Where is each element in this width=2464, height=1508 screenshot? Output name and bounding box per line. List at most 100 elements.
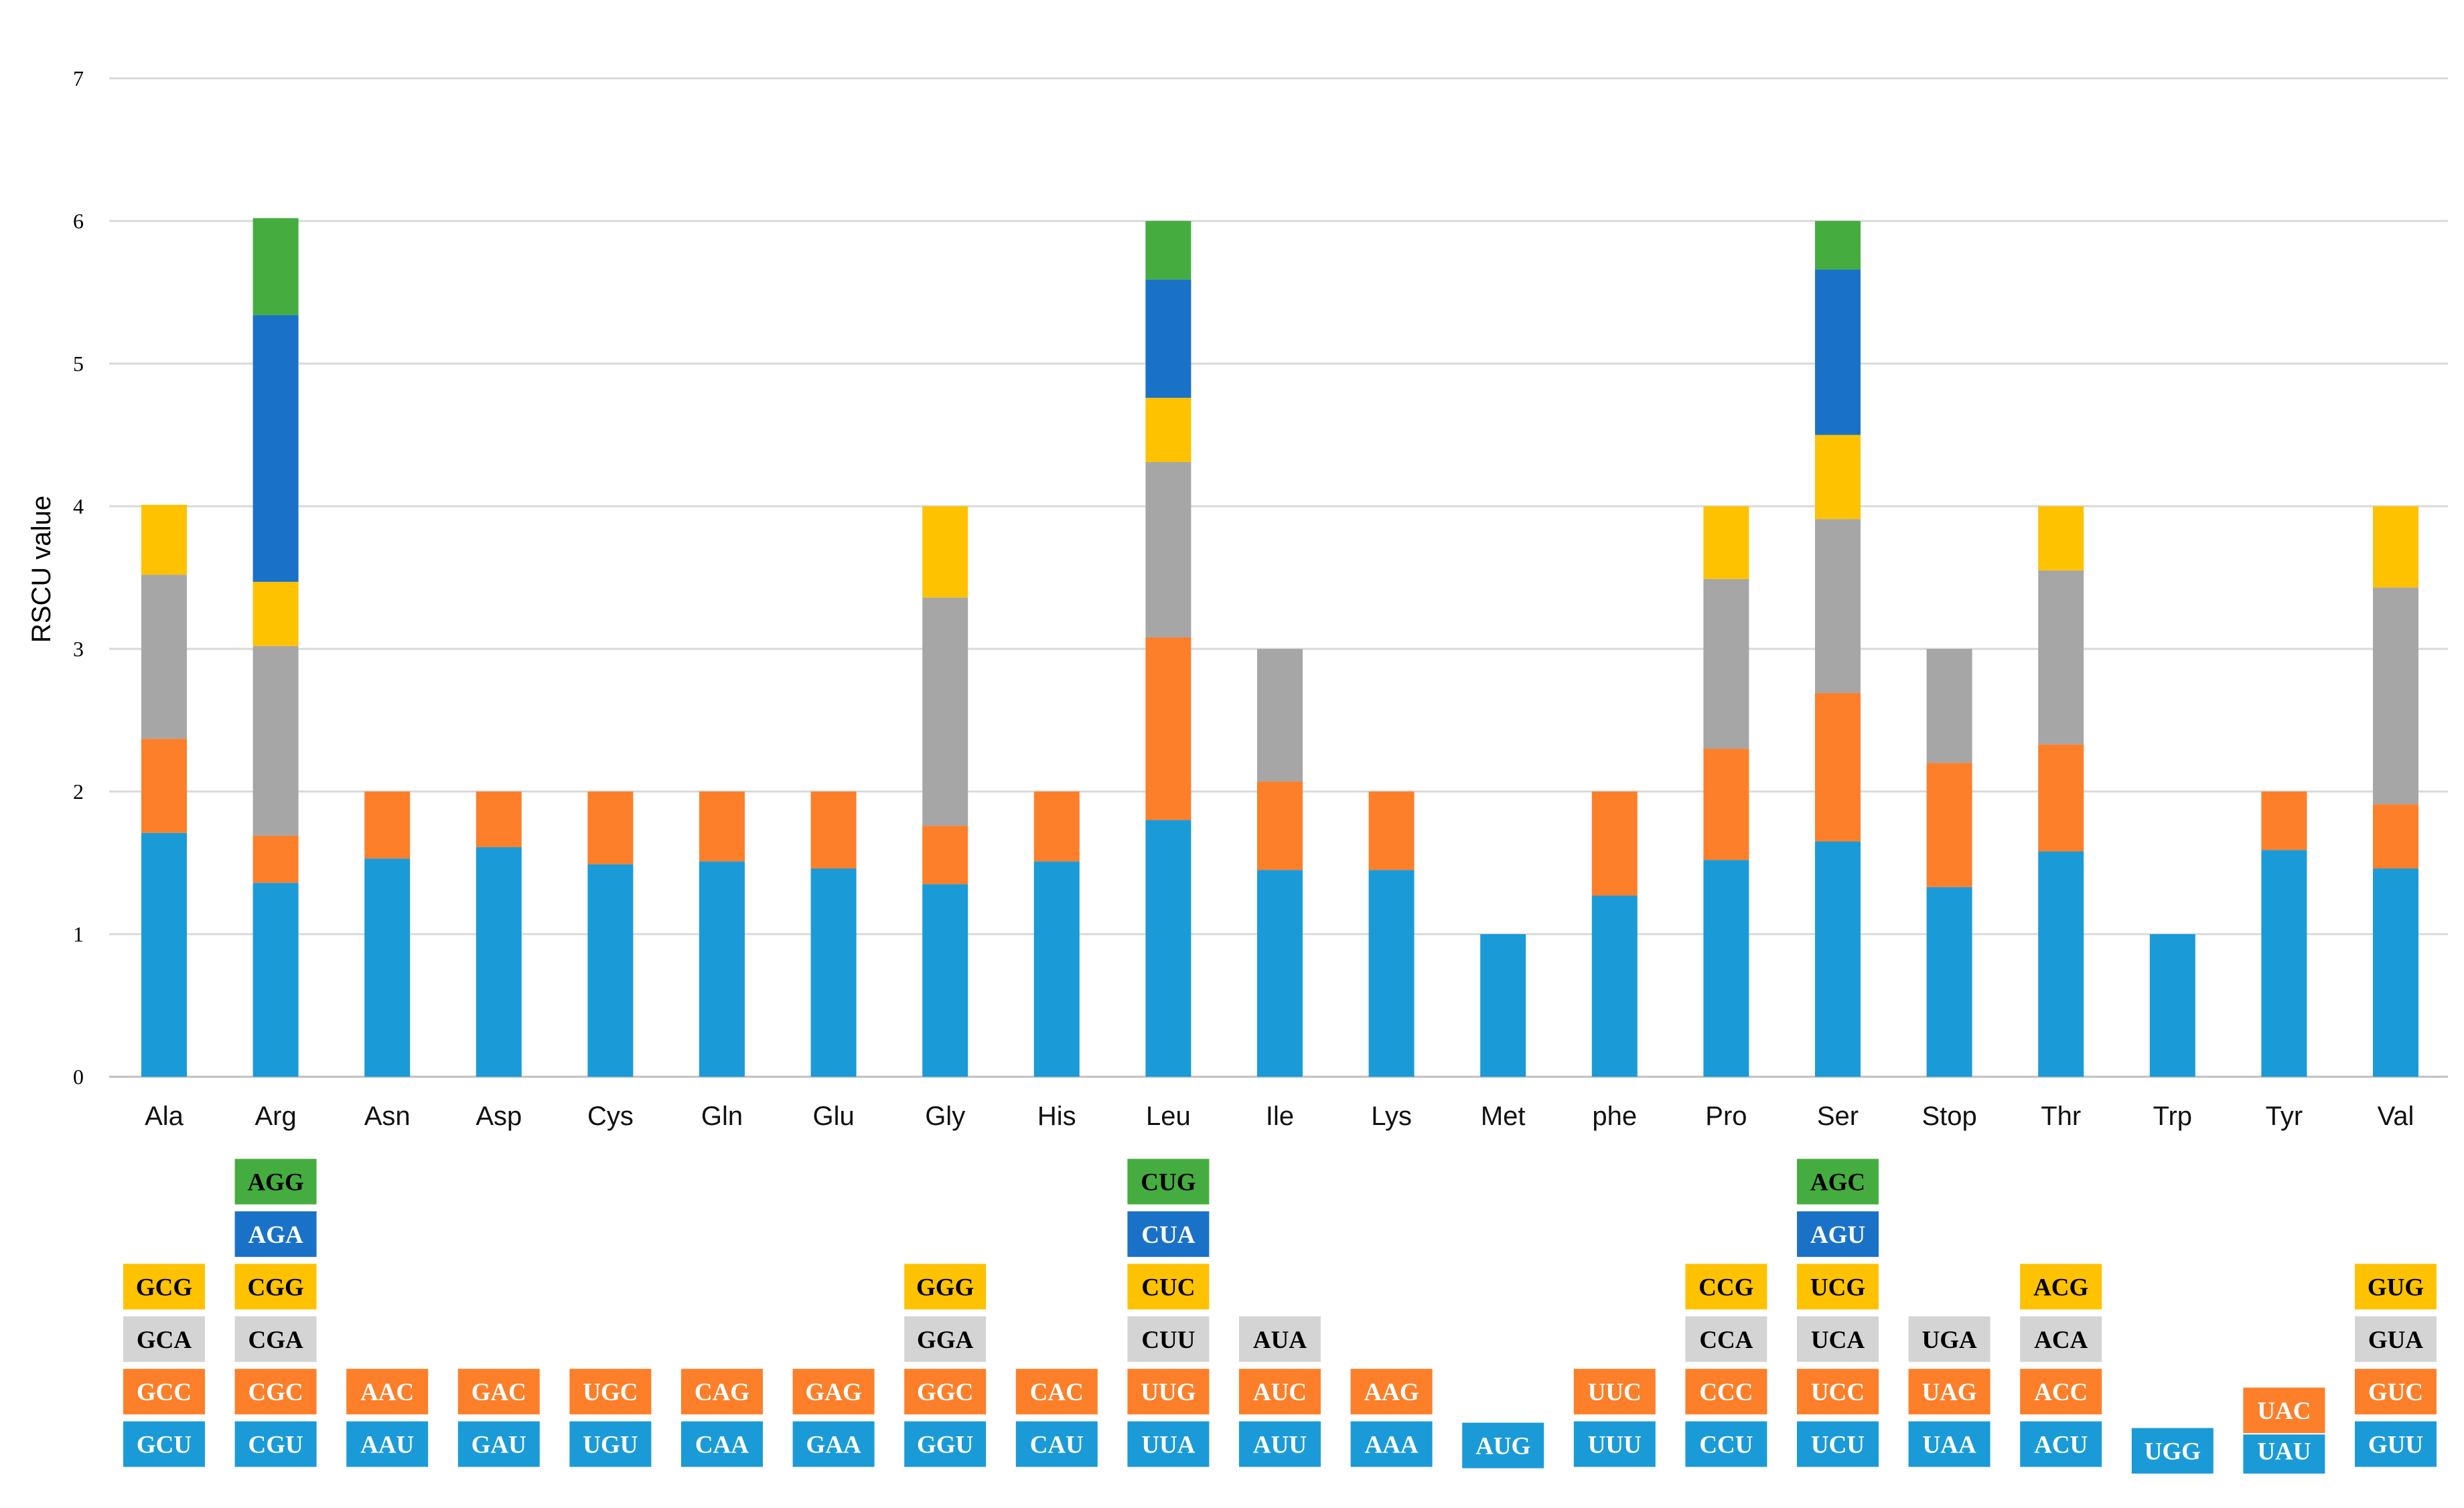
codon-box-fill [1907, 1314, 1992, 1363]
codon-box-fill [233, 1262, 318, 1311]
codon-label: CUG [1141, 1169, 1195, 1197]
x-tick-label: Met [1481, 1102, 1526, 1131]
bar-segment-gly-ggg [922, 506, 968, 598]
codon-label: GCA [137, 1327, 192, 1354]
codon-label: AAC [360, 1379, 414, 1406]
bar-segment-ala-gcg [141, 504, 187, 575]
codon-box-fill [233, 1367, 318, 1416]
codon-box-aau: AAU [345, 1420, 430, 1468]
bar-segment-cys-ugc [587, 791, 634, 864]
bar-segment-ile-aua [1257, 649, 1303, 782]
codon-label: GAU [472, 1432, 526, 1459]
codon-label: CCG [1698, 1274, 1753, 1301]
codon-label: CAG [695, 1379, 749, 1406]
bar-segment-tyr-uac [2261, 791, 2307, 850]
codon-label: AGU [1810, 1221, 1865, 1249]
codon-box-ccc: CCC [1684, 1367, 1769, 1416]
codon-box-gcu: GCU [122, 1420, 206, 1468]
codon-box-fill [903, 1314, 988, 1363]
codon-label: UCG [1810, 1274, 1865, 1301]
codon-label: AUU [1253, 1432, 1307, 1459]
codon-box-ucc: UCC [1796, 1367, 1880, 1416]
codon-box-ccu: CCU [1684, 1420, 1769, 1468]
codon-label: CGU [248, 1432, 303, 1459]
codon-box-aag: AAG [1349, 1367, 1434, 1416]
codon-box-fill [1684, 1262, 1769, 1311]
codon-box-fill [1461, 1421, 1546, 1470]
codon-label: CUA [1141, 1221, 1195, 1249]
x-tick-label: Ala [145, 1102, 184, 1131]
codon-box-acc: ACC [2019, 1367, 2104, 1416]
codon-label: GUC [2368, 1379, 2423, 1406]
bar-segment-leu-cua [1145, 279, 1191, 398]
codon-label: UCA [1811, 1327, 1865, 1354]
codon-label: AAA [1365, 1432, 1419, 1459]
codon-box-uca: UCA [1796, 1314, 1880, 1363]
bar-segment-stop-uga [1926, 649, 1972, 763]
codon-box-agc: AGC [1796, 1157, 1880, 1206]
bar-segment-arg-cgu [252, 883, 299, 1077]
codon-box-fill [1796, 1367, 1880, 1416]
bar-segment-ser-uca [1815, 519, 1861, 694]
codon-box-fill [122, 1420, 206, 1468]
bar-segment-leu-uug [1145, 637, 1191, 820]
codon-box-fill [791, 1367, 876, 1416]
x-tick-label: Pro [1705, 1102, 1747, 1131]
bar-segment-pro-cca [1703, 579, 1749, 749]
bar-segment-gly-gga [922, 597, 968, 826]
codon-box-gag: GAG [791, 1367, 876, 1416]
codon-box-aca: ACA [2019, 1314, 2104, 1363]
codon-box-fill [2019, 1262, 2104, 1311]
bar-segment-tyr-uau [2261, 850, 2307, 1077]
codon-label: CUC [1141, 1274, 1195, 1301]
codon-box-fill [903, 1262, 988, 1311]
codon-box-gcg: GCG [122, 1262, 206, 1311]
codon-box-cgc: CGC [233, 1367, 318, 1416]
bar-segment-lys-aaa [1368, 870, 1415, 1077]
codon-box-fill [1014, 1420, 1099, 1468]
x-tick-label: Ile [1266, 1102, 1294, 1131]
codon-box-fill [233, 1210, 318, 1258]
codon-label: UGU [583, 1432, 638, 1459]
codon-box-fill [680, 1420, 764, 1468]
bar-segment-glu-gaa [810, 869, 857, 1077]
codon-box-ucg: UCG [1796, 1262, 1880, 1311]
codon-label: AGC [1810, 1169, 1865, 1197]
bar-segment-arg-agg [252, 218, 299, 315]
codon-box-gac: GAC [456, 1367, 541, 1416]
x-tick-label: Val [2378, 1102, 2414, 1131]
codon-box-fill [2130, 1426, 2215, 1475]
codon-box-uua: UUA [1126, 1420, 1211, 1468]
x-tick-label: Arg [255, 1102, 296, 1131]
codon-label: GCU [137, 1432, 192, 1459]
codon-box-fill [1572, 1367, 1657, 1416]
bar-segment-arg-cgg [252, 581, 299, 646]
codon-label: ACA [2034, 1327, 2088, 1354]
codon-box-cuu: CUU [1126, 1314, 1211, 1363]
codon-box-ccg: CCG [1684, 1262, 1769, 1311]
codon-box-fill [2353, 1314, 2438, 1363]
x-tick-label: Gln [701, 1102, 743, 1131]
codon-box-fill [233, 1314, 318, 1363]
codon-box-uac: UAC [2242, 1386, 2327, 1435]
y-tick-label: 3 [73, 637, 84, 661]
codon-box-fill [2353, 1367, 2438, 1416]
codon-box-fill [1126, 1157, 1211, 1206]
codon-box-agg: AGG [233, 1157, 318, 1206]
codon-label: CGA [248, 1327, 303, 1354]
y-axis-title: RSCU value [27, 496, 56, 643]
bar-segment-arg-cgc [252, 836, 299, 883]
x-tick-label: Asp [476, 1102, 522, 1131]
codon-box-gaa: GAA [791, 1420, 876, 1468]
x-tick-label: Thr [2041, 1102, 2081, 1131]
x-tick-label: Leu [1146, 1102, 1191, 1131]
codon-label: UCU [1811, 1432, 1865, 1459]
codon-box-fill [680, 1367, 764, 1416]
codon-label: CGG [247, 1274, 303, 1301]
codon-box-uga: UGA [1907, 1314, 1992, 1363]
codon-box-fill [1238, 1367, 1322, 1416]
codon-label: GUA [2368, 1327, 2424, 1354]
bar-segment-gly-ggu [922, 884, 968, 1077]
bar-segment-stop-uag [1926, 763, 1972, 887]
codon-box-caa: CAA [680, 1420, 764, 1468]
